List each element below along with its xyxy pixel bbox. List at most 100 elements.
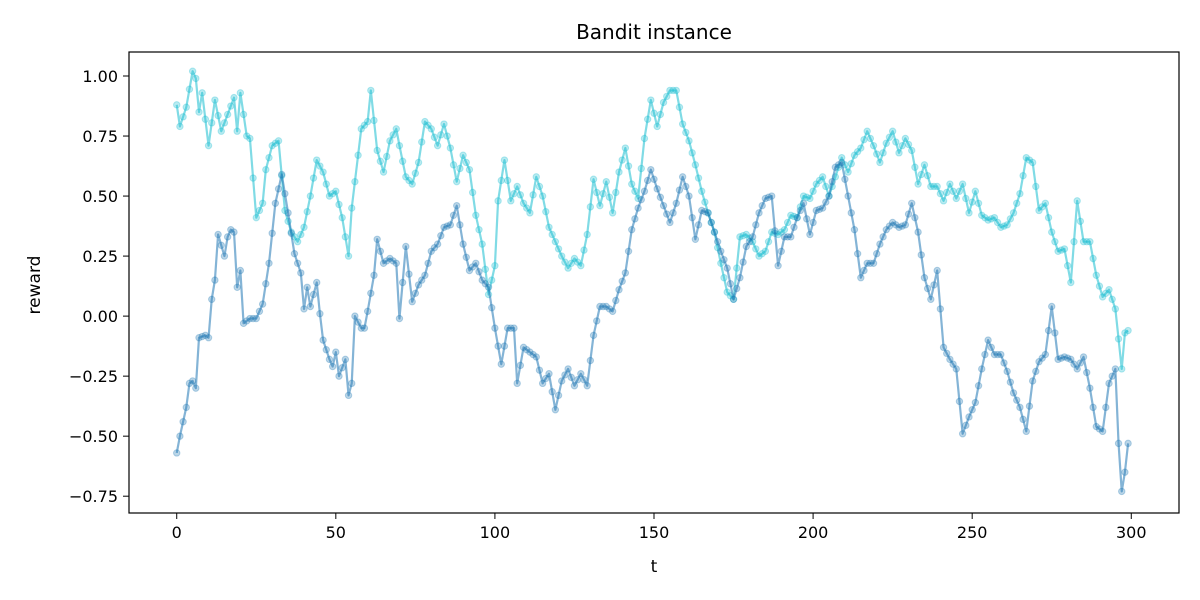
data-point [1098,427,1107,436]
data-point [255,206,264,215]
data-point [1028,377,1037,385]
data-point [195,334,203,342]
data-point [195,108,203,116]
data-point [185,379,194,388]
data-point [885,222,894,230]
data-point [860,266,868,275]
plot-frame [128,51,1180,514]
data-point [475,225,483,234]
data-point [236,266,245,275]
data-point [908,199,916,207]
data-point [911,163,919,171]
data-point [1095,282,1104,290]
data-point [691,235,700,243]
data-point [939,197,948,205]
data-point [876,240,884,248]
data-point [933,266,941,275]
data-point [1086,384,1094,392]
data-point [243,317,251,325]
data-point [465,165,474,174]
data-point [341,355,350,364]
data-point [643,176,652,185]
data-point [643,115,652,123]
data-point [503,324,512,332]
data-point [414,158,423,167]
data-point [815,205,824,213]
data-point [497,176,505,185]
data-point [1003,221,1011,229]
data-point [1025,156,1034,164]
data-point [265,153,273,162]
data-point [328,362,337,371]
data-point [739,231,747,240]
data-point [440,223,448,231]
data-point [885,133,894,141]
data-point [818,173,827,181]
data-point [446,144,455,152]
data-point [526,209,534,217]
data-point [370,271,378,279]
data-point [182,403,190,412]
data-point [688,213,696,222]
data-point [666,86,674,95]
data-point [262,165,270,174]
data-point [653,185,661,193]
data-point [901,221,910,229]
data-point [1009,209,1018,217]
data-point [255,307,264,316]
data-point [351,312,359,320]
data-point [1070,360,1078,368]
data-point [1111,305,1120,313]
data-point [236,89,245,97]
data-point [258,300,267,308]
data-point [271,139,280,147]
data-point [268,229,276,237]
data-point [1048,228,1056,236]
data-point [551,237,560,246]
data-point [987,215,995,223]
data-point [783,233,792,241]
data-point [599,189,607,198]
data-point [548,388,556,396]
data-point [513,182,521,191]
data-point [984,336,992,344]
data-point [602,302,610,311]
data-point [637,164,645,173]
series-line [175,161,1130,493]
data-point [211,276,219,284]
data-point [892,221,900,229]
data-point [943,349,951,358]
data-point [577,370,585,378]
data-point [204,141,213,150]
data-point [688,149,696,157]
data-point [704,209,712,217]
chart-title: Bandit instance [576,20,732,44]
data-point [745,237,754,246]
data-point [367,86,375,95]
data-point [542,374,550,383]
data-point [717,247,725,255]
data-point [468,188,477,197]
data-point [799,192,808,200]
data-point [605,193,614,201]
data-point [424,259,432,267]
y-axis-label: reward [25,256,45,315]
data-point [392,259,400,267]
data-point [389,131,397,139]
data-point [618,277,626,285]
data-point [882,225,890,234]
data-point [923,284,932,293]
data-point [176,122,184,131]
data-point [341,233,350,241]
data-point [1044,213,1053,222]
data-point [930,182,938,191]
data-point [456,164,464,173]
data-point [943,188,951,197]
data-point [841,175,849,183]
data-point [274,137,283,145]
data-point [1083,237,1091,246]
axes-layer: 0 50 100 150 200 250 300 −0.75 −0.50 −0.25 0.00 0.2… [69,51,1180,542]
data-point [278,170,286,179]
data-point [379,168,388,176]
